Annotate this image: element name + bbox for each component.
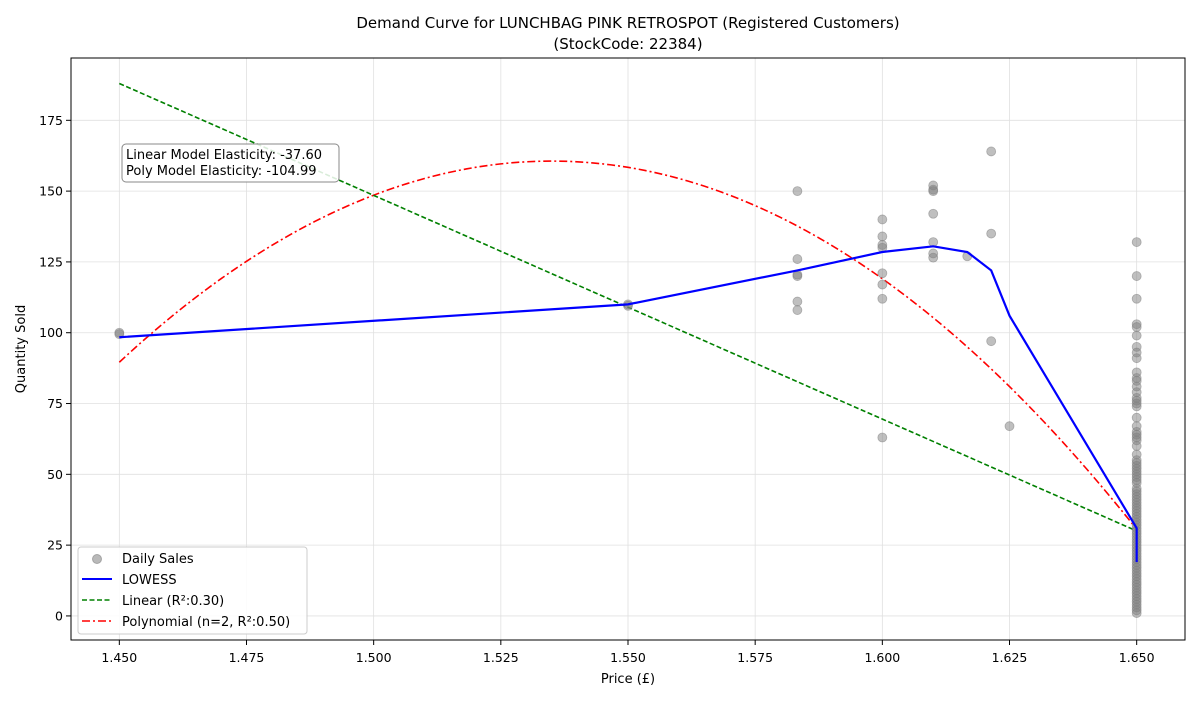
daily-sales-point bbox=[1131, 441, 1142, 451]
daily-sales-point bbox=[1131, 322, 1142, 332]
x-tick-label: 1.475 bbox=[229, 650, 265, 665]
y-tick-label: 75 bbox=[47, 396, 63, 411]
daily-sales-point bbox=[986, 336, 997, 347]
x-tick-label: 1.600 bbox=[864, 650, 900, 665]
x-axis-label: Price (£) bbox=[601, 672, 655, 687]
legend-label-daily-sales: Daily Sales bbox=[122, 552, 194, 567]
y-tick-label: 100 bbox=[39, 325, 63, 340]
daily-sales-point bbox=[1131, 330, 1142, 341]
daily-sales-point bbox=[792, 305, 803, 315]
daily-sales-point bbox=[928, 252, 939, 263]
daily-sales-point bbox=[877, 279, 888, 290]
lowess-line bbox=[119, 245, 1138, 563]
daily-sales-point bbox=[877, 268, 888, 279]
legend-label-linear: Linear (R²:0.30) bbox=[122, 594, 224, 609]
x-tick-label: 1.650 bbox=[1119, 650, 1155, 665]
polynomial-fit-line bbox=[118, 160, 1138, 530]
daily-sales-point bbox=[1004, 421, 1015, 432]
y-tick-label: 0 bbox=[55, 608, 63, 623]
y-tick-label: 25 bbox=[47, 538, 63, 553]
daily-sales-point bbox=[1131, 353, 1142, 364]
polynomial-series bbox=[118, 160, 1138, 530]
legend-frame bbox=[77, 546, 308, 635]
y-axis-label: Quantity Sold bbox=[14, 305, 29, 393]
daily-sales-point bbox=[1131, 293, 1142, 304]
daily-sales-point bbox=[877, 293, 888, 304]
y-axis-ticks: 0 25 50 75 100 125 150 175 bbox=[39, 113, 71, 623]
elasticity-annotation: Linear Model Elasticity: -37.60 Poly Mod… bbox=[121, 143, 340, 183]
daily-sales-point bbox=[1131, 401, 1142, 412]
chart-subtitle: (StockCode: 22384) bbox=[553, 35, 702, 53]
daily-sales-point bbox=[877, 432, 888, 443]
daily-sales-point bbox=[928, 208, 939, 219]
y-tick-label: 150 bbox=[39, 184, 63, 199]
legend: Daily Sales LOWESS Linear (R²:0.30) Poly… bbox=[77, 546, 308, 635]
legend-swatch-daily-sales bbox=[92, 554, 102, 564]
daily-sales-point bbox=[877, 231, 888, 242]
x-tick-label: 1.575 bbox=[737, 650, 773, 665]
daily-sales-point bbox=[986, 146, 997, 157]
daily-sales-point bbox=[792, 254, 803, 264]
daily-sales-point bbox=[928, 184, 939, 195]
x-tick-label: 1.450 bbox=[101, 650, 137, 665]
chart-title: Demand Curve for LUNCHBAG PINK RETROSPOT… bbox=[356, 14, 899, 32]
legend-label-lowess: LOWESS bbox=[122, 573, 177, 588]
y-tick-label: 125 bbox=[39, 254, 63, 269]
y-tick-label: 175 bbox=[39, 113, 63, 128]
annotation-line-poly: Poly Model Elasticity: -104.99 bbox=[126, 164, 317, 179]
grid-lines bbox=[71, 58, 1185, 640]
daily-sales-point bbox=[1131, 412, 1142, 423]
legend-label-polynomial: Polynomial (n=2, R²:0.50) bbox=[122, 615, 290, 630]
daily-sales-point bbox=[792, 296, 803, 307]
x-tick-label: 1.550 bbox=[610, 650, 646, 665]
y-tick-label: 50 bbox=[47, 467, 63, 482]
x-tick-label: 1.500 bbox=[356, 650, 392, 665]
daily-sales-point bbox=[792, 186, 803, 197]
x-tick-label: 1.625 bbox=[992, 650, 1028, 665]
daily-sales-point bbox=[877, 214, 888, 225]
daily-sales-point bbox=[1131, 608, 1142, 618]
x-tick-label: 1.525 bbox=[483, 650, 519, 665]
lowess-series bbox=[119, 245, 1138, 563]
x-axis-ticks: 1.450 1.475 1.500 1.525 1.550 1.575 1.600 1.625… bbox=[101, 640, 1155, 665]
daily-sales-point bbox=[986, 228, 997, 239]
daily-sales-point bbox=[1131, 271, 1142, 281]
annotation-line-linear: Linear Model Elasticity: -37.60 bbox=[126, 148, 322, 163]
daily-sales-point bbox=[1131, 237, 1142, 247]
